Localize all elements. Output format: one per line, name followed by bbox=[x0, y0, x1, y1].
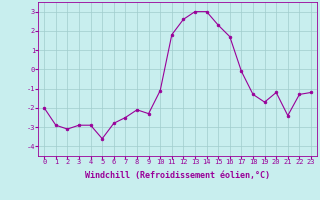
X-axis label: Windchill (Refroidissement éolien,°C): Windchill (Refroidissement éolien,°C) bbox=[85, 171, 270, 180]
